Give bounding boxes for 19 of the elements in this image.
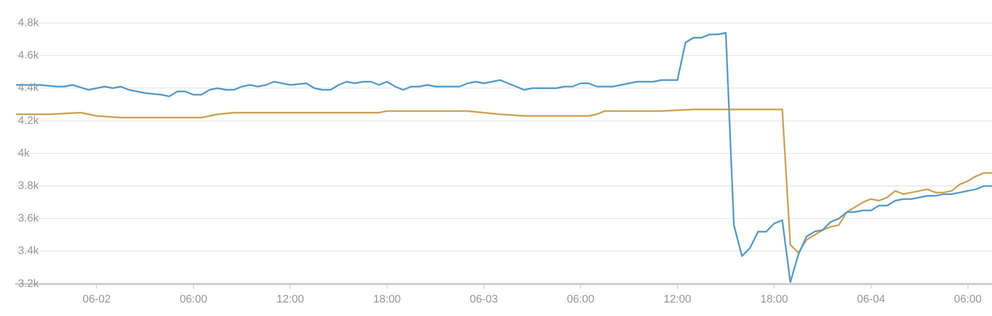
x-tick-label: 12:00 [276,293,304,306]
y-tick-label: 4.4k [18,82,40,94]
x-tick-label: 12:00 [664,293,692,306]
x-tick-label: 06:00 [954,293,982,306]
y-tick-label: 4.6k [18,50,40,62]
x-tick-label: 06-04 [856,293,886,306]
x-tick-label: 06-03 [470,293,498,306]
x-tick-label: 06-02 [82,293,111,306]
y-tick-label: 4.2k [18,114,40,127]
y-tick-label: 3.2k [18,278,40,290]
y-tick-label: 3.8k [18,180,40,192]
x-tick-label: 06:00 [566,293,594,306]
y-tick-label: 3.4k [18,245,40,258]
y-tick-label: 3.6k [18,212,40,225]
y-tick-label: 4.8k [18,17,40,30]
x-tick-label: 18:00 [760,293,788,306]
y-tick-label: 4k [18,147,30,160]
x-tick-label: 18:00 [373,293,401,306]
x-tick-label: 06:00 [180,293,208,306]
